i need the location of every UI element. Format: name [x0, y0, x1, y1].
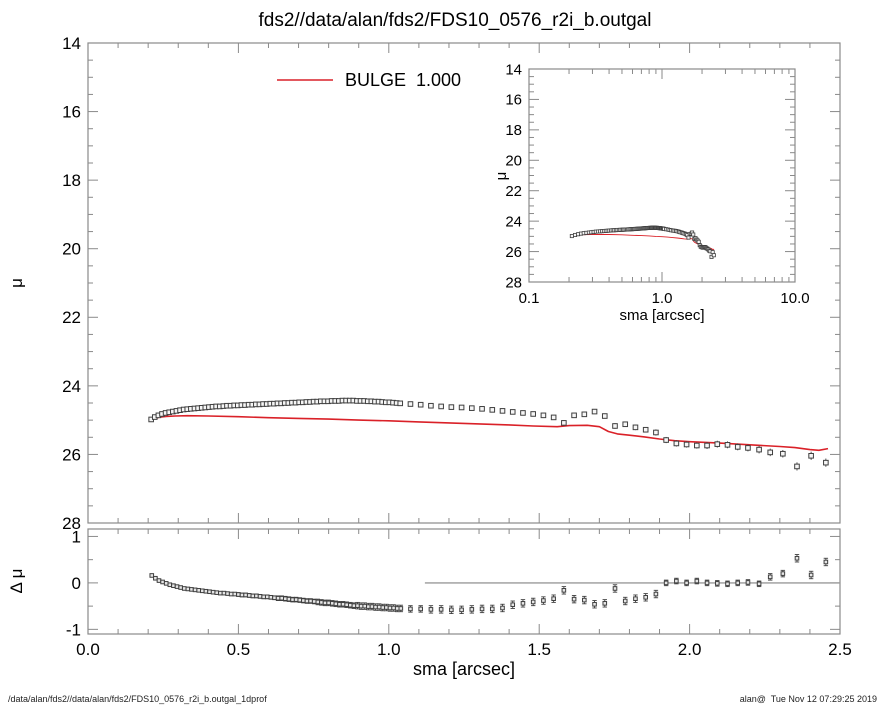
inset-y-axis-label: μ [493, 172, 510, 181]
y-tick-label: 22 [62, 308, 81, 327]
x-tick-label: 1.0 [377, 640, 401, 659]
y-tick-label: 14 [505, 61, 522, 78]
residual-plot-box [87, 528, 841, 635]
y-tick-label: 16 [505, 92, 522, 109]
x-tick-label: 10.0 [780, 290, 809, 307]
inset-x-axis-label: sma [arcsec] [619, 307, 704, 324]
residual-ticks [87, 529, 841, 634]
inset-bulge-model-line [571, 233, 715, 251]
y-tick-label: 20 [505, 153, 522, 170]
x-tick-label: 2.0 [678, 640, 702, 659]
residual-data-points [149, 554, 829, 615]
x-axis-label: sma [arcsec] [413, 659, 515, 679]
main-y-axis-label: μ [7, 278, 26, 288]
y-tick-label: 26 [62, 445, 81, 464]
profile-data-points [148, 397, 829, 471]
inset-plot-box [528, 68, 796, 283]
y-tick-label: 0 [72, 574, 81, 593]
y-tick-label: 20 [62, 240, 81, 259]
y-tick-label: 22 [505, 183, 522, 200]
footer-file-path: /data/alan/fds2//data/alan/fds2/FDS10_05… [8, 694, 267, 704]
x-tick-label: 1.0 [652, 290, 673, 307]
y-tick-label: 28 [505, 274, 522, 291]
x-tick-label: 2.5 [828, 640, 852, 659]
plot-title: fds2//data/alan/fds2/FDS10_0576_r2i_b.ou… [259, 10, 652, 31]
main-ticks [87, 42, 841, 524]
y-tick-label: 16 [62, 103, 81, 122]
y-tick-label: 28 [62, 514, 81, 533]
y-tick-label: 24 [505, 213, 522, 230]
main-panel: 14 16 18 20 22 24 26 28 [62, 34, 841, 533]
y-tick-label: 26 [505, 244, 522, 261]
x-tick-label: 1.5 [527, 640, 551, 659]
main-plot-box [87, 42, 841, 524]
inset-profile-data-points [569, 225, 716, 259]
x-tick-label: 0.1 [519, 290, 540, 307]
y-tick-label: 14 [62, 34, 81, 53]
footer-user-timestamp: alan@ Tue Nov 12 07:29:25 2019 [740, 694, 877, 704]
inset-panel: 0.1 1.0 10.0 14 16 18 20 22 24 26 28 [505, 61, 809, 307]
legend-label: BULGE 1.000 [345, 70, 461, 90]
y-tick-label: 18 [62, 171, 81, 190]
residual-panel: 0.0 0.5 1.0 1.5 2.0 2.5 1 0 -1 [66, 527, 852, 659]
inset-ticks [528, 68, 796, 283]
y-tick-label: -1 [66, 620, 81, 639]
y-tick-label: 24 [62, 377, 81, 396]
y-tick-label: 18 [505, 122, 522, 139]
y-tick-label: 1 [72, 527, 81, 546]
residual-y-axis-label: Δ μ [7, 569, 26, 594]
x-tick-label: 0.5 [227, 640, 251, 659]
x-tick-label: 0.0 [76, 640, 100, 659]
